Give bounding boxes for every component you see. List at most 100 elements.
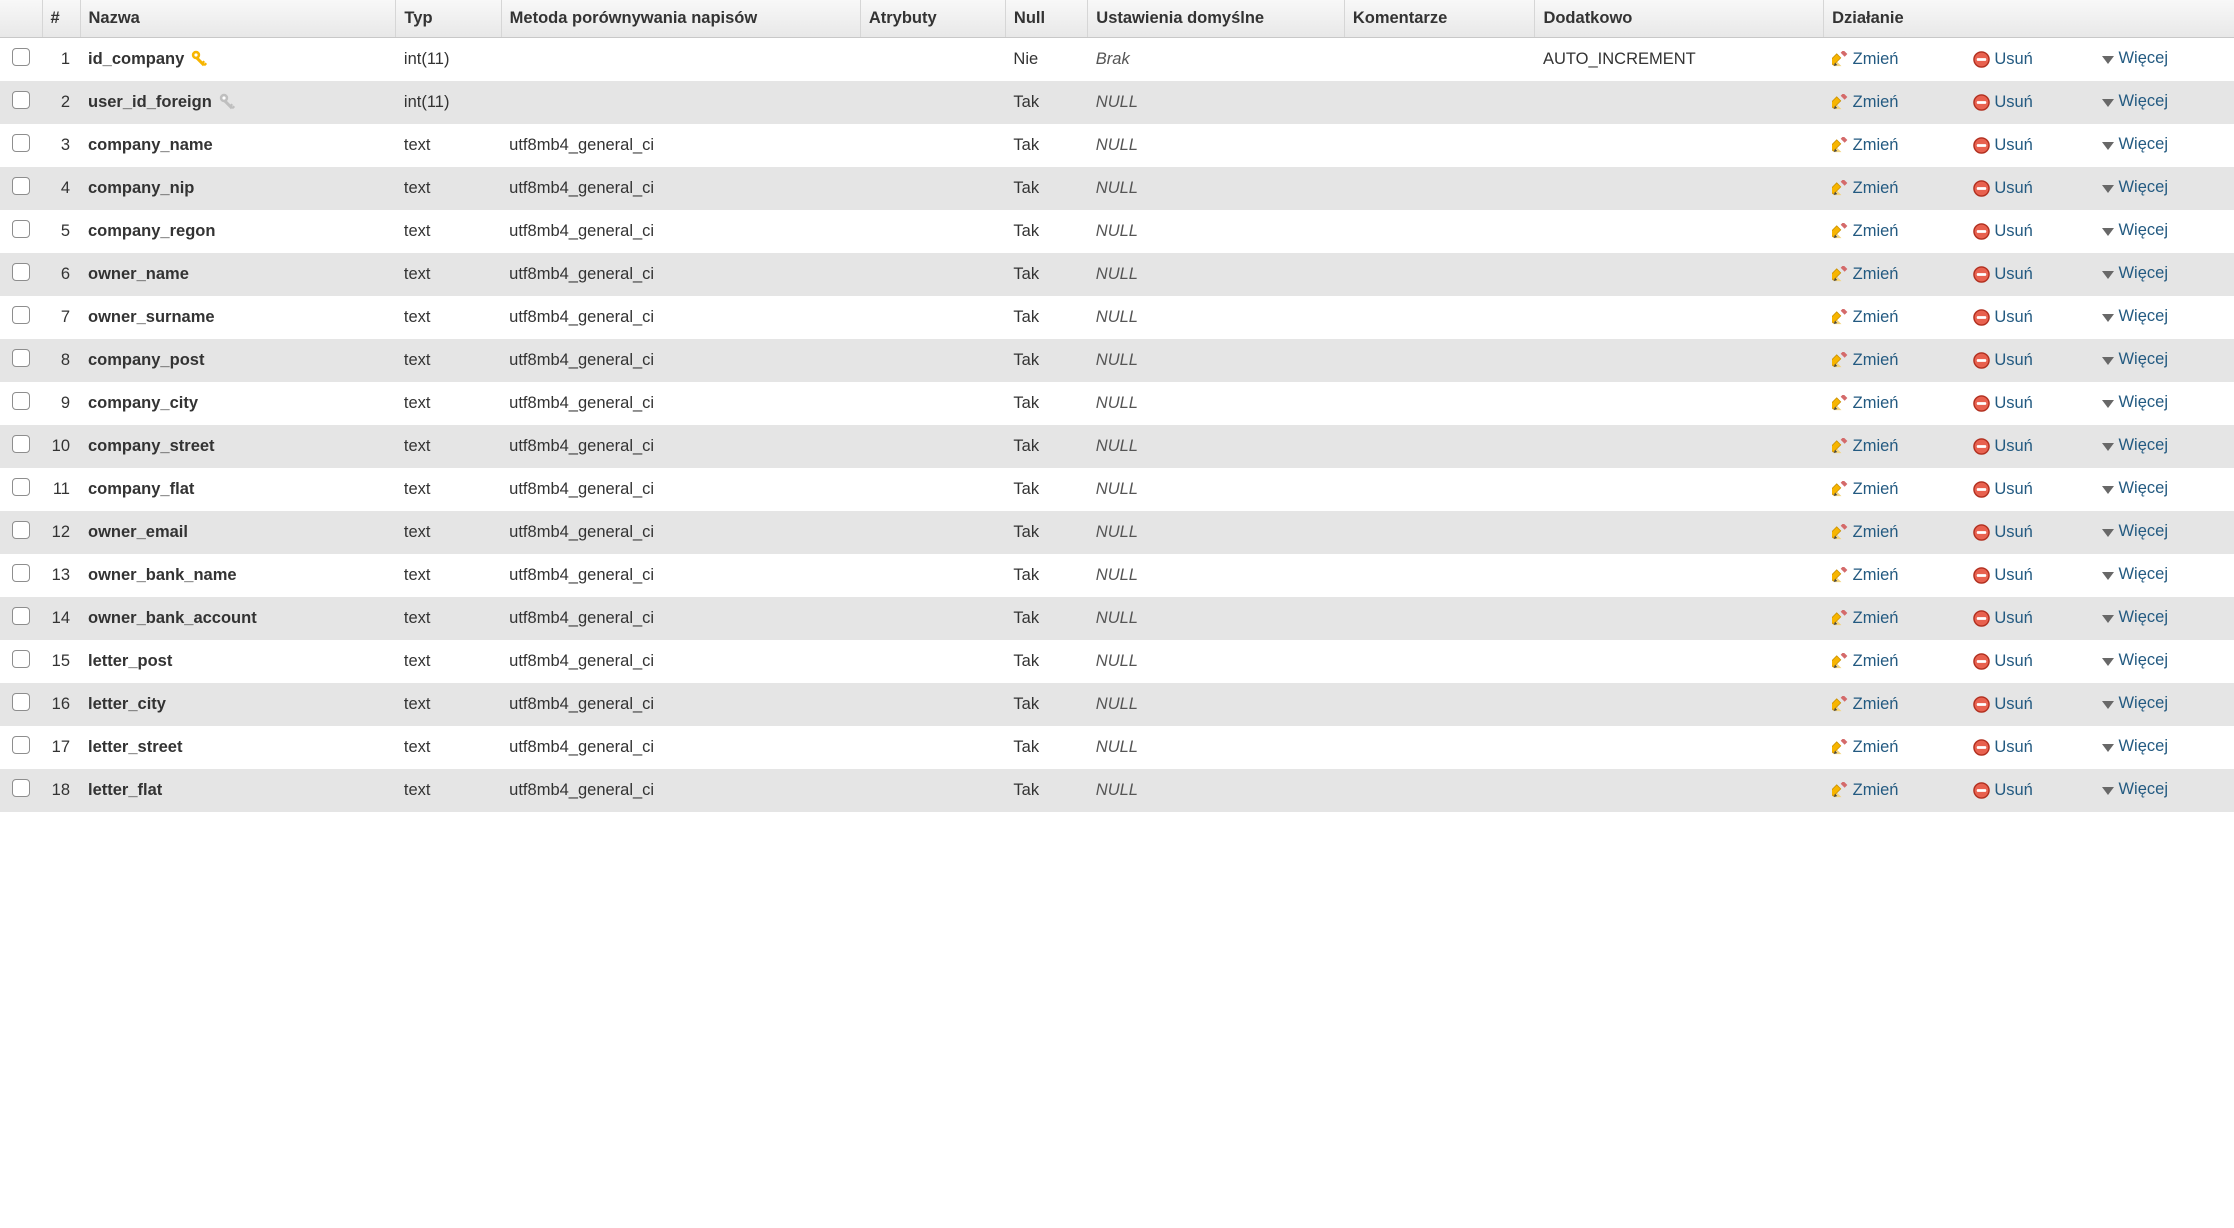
- more-button[interactable]: Więcej: [2102, 135, 2168, 154]
- action-cell: Usuń: [1965, 81, 2094, 124]
- more-button[interactable]: Więcej: [2102, 522, 2168, 541]
- change-button[interactable]: Zmień: [1832, 523, 1899, 542]
- row-checkbox[interactable]: [12, 736, 30, 754]
- more-button[interactable]: Więcej: [2102, 350, 2168, 369]
- row-checkbox[interactable]: [12, 564, 30, 582]
- row-checkbox[interactable]: [12, 177, 30, 195]
- action-cell: Więcej: [2094, 726, 2234, 769]
- column-extra: [1535, 597, 1824, 640]
- more-button[interactable]: Więcej: [2102, 565, 2168, 584]
- drop-button[interactable]: Usuń: [1973, 437, 2033, 456]
- drop-button[interactable]: Usuń: [1973, 179, 2033, 198]
- change-button[interactable]: Zmień: [1832, 566, 1899, 585]
- drop-button[interactable]: Usuń: [1973, 136, 2033, 155]
- row-checkbox[interactable]: [12, 263, 30, 281]
- pencil-icon: [1832, 609, 1849, 628]
- table-row: 10company_streettextutf8mb4_general_ciTa…: [0, 425, 2234, 468]
- column-extra: AUTO_INCREMENT: [1535, 37, 1824, 81]
- change-button[interactable]: Zmień: [1832, 351, 1899, 370]
- more-button[interactable]: Więcej: [2102, 608, 2168, 627]
- column-comments: [1344, 554, 1535, 597]
- change-button[interactable]: Zmień: [1832, 437, 1899, 456]
- caret-down-icon: [2102, 357, 2114, 365]
- caret-down-icon: [2102, 701, 2114, 709]
- change-button[interactable]: Zmień: [1832, 480, 1899, 499]
- drop-button[interactable]: Usuń: [1973, 566, 2033, 585]
- change-button[interactable]: Zmień: [1832, 738, 1899, 757]
- drop-button[interactable]: Usuń: [1973, 695, 2033, 714]
- drop-button[interactable]: Usuń: [1973, 351, 2033, 370]
- column-collation: utf8mb4_general_ci: [501, 339, 860, 382]
- drop-button[interactable]: Usuń: [1973, 308, 2033, 327]
- more-button[interactable]: Więcej: [2102, 780, 2168, 799]
- drop-button[interactable]: Usuń: [1973, 523, 2033, 542]
- change-button[interactable]: Zmień: [1832, 609, 1899, 628]
- more-label: Więcej: [2118, 436, 2168, 455]
- row-checkbox[interactable]: [12, 650, 30, 668]
- row-number: 4: [42, 167, 80, 210]
- more-button[interactable]: Więcej: [2102, 221, 2168, 240]
- row-checkbox[interactable]: [12, 306, 30, 324]
- column-default: NULL: [1088, 296, 1345, 339]
- drop-button[interactable]: Usuń: [1973, 738, 2033, 757]
- row-number: 12: [42, 511, 80, 554]
- action-cell: Zmień: [1824, 726, 1966, 769]
- column-name-text: owner_surname: [88, 308, 215, 327]
- change-button[interactable]: Zmień: [1832, 222, 1899, 241]
- more-button[interactable]: Więcej: [2102, 737, 2168, 756]
- more-button[interactable]: Więcej: [2102, 479, 2168, 498]
- row-checkbox[interactable]: [12, 134, 30, 152]
- minus-circle-icon: [1973, 609, 1990, 628]
- change-button[interactable]: Zmień: [1832, 265, 1899, 284]
- change-button[interactable]: Zmień: [1832, 652, 1899, 671]
- change-button[interactable]: Zmień: [1832, 136, 1899, 155]
- row-checkbox[interactable]: [12, 607, 30, 625]
- drop-label: Usuń: [1994, 781, 2033, 800]
- change-button[interactable]: Zmień: [1832, 781, 1899, 800]
- row-checkbox[interactable]: [12, 693, 30, 711]
- row-checkbox[interactable]: [12, 779, 30, 797]
- action-cell: Więcej: [2094, 554, 2234, 597]
- row-checkbox[interactable]: [12, 478, 30, 496]
- change-button[interactable]: Zmień: [1832, 394, 1899, 413]
- change-button[interactable]: Zmień: [1832, 93, 1899, 112]
- column-null: Tak: [1005, 253, 1087, 296]
- drop-button[interactable]: Usuń: [1973, 781, 2033, 800]
- row-checkbox[interactable]: [12, 220, 30, 238]
- change-button[interactable]: Zmień: [1832, 179, 1899, 198]
- more-button[interactable]: Więcej: [2102, 49, 2168, 68]
- more-button[interactable]: Więcej: [2102, 178, 2168, 197]
- drop-button[interactable]: Usuń: [1973, 93, 2033, 112]
- row-checkbox[interactable]: [12, 91, 30, 109]
- row-checkbox[interactable]: [12, 392, 30, 410]
- row-checkbox[interactable]: [12, 521, 30, 539]
- column-default: NULL: [1088, 683, 1345, 726]
- drop-button[interactable]: Usuń: [1973, 50, 2033, 69]
- action-cell: Usuń: [1965, 296, 2094, 339]
- drop-button[interactable]: Usuń: [1973, 652, 2033, 671]
- drop-button[interactable]: Usuń: [1973, 609, 2033, 628]
- pencil-icon: [1832, 394, 1849, 413]
- change-button[interactable]: Zmień: [1832, 695, 1899, 714]
- more-button[interactable]: Więcej: [2102, 264, 2168, 283]
- row-checkbox[interactable]: [12, 48, 30, 66]
- change-button[interactable]: Zmień: [1832, 50, 1899, 69]
- drop-button[interactable]: Usuń: [1973, 480, 2033, 499]
- drop-button[interactable]: Usuń: [1973, 222, 2033, 241]
- row-checkbox[interactable]: [12, 435, 30, 453]
- pencil-icon: [1832, 566, 1849, 585]
- header-checkbox: [0, 0, 42, 37]
- change-button[interactable]: Zmień: [1832, 308, 1899, 327]
- drop-button[interactable]: Usuń: [1973, 265, 2033, 284]
- row-checkbox[interactable]: [12, 349, 30, 367]
- more-button[interactable]: Więcej: [2102, 651, 2168, 670]
- minus-circle-icon: [1973, 222, 1990, 241]
- more-button[interactable]: Więcej: [2102, 694, 2168, 713]
- drop-button[interactable]: Usuń: [1973, 394, 2033, 413]
- action-cell: Usuń: [1965, 425, 2094, 468]
- more-button[interactable]: Więcej: [2102, 436, 2168, 455]
- row-checkbox-cell: [0, 37, 42, 81]
- more-button[interactable]: Więcej: [2102, 393, 2168, 412]
- more-button[interactable]: Więcej: [2102, 92, 2168, 111]
- more-button[interactable]: Więcej: [2102, 307, 2168, 326]
